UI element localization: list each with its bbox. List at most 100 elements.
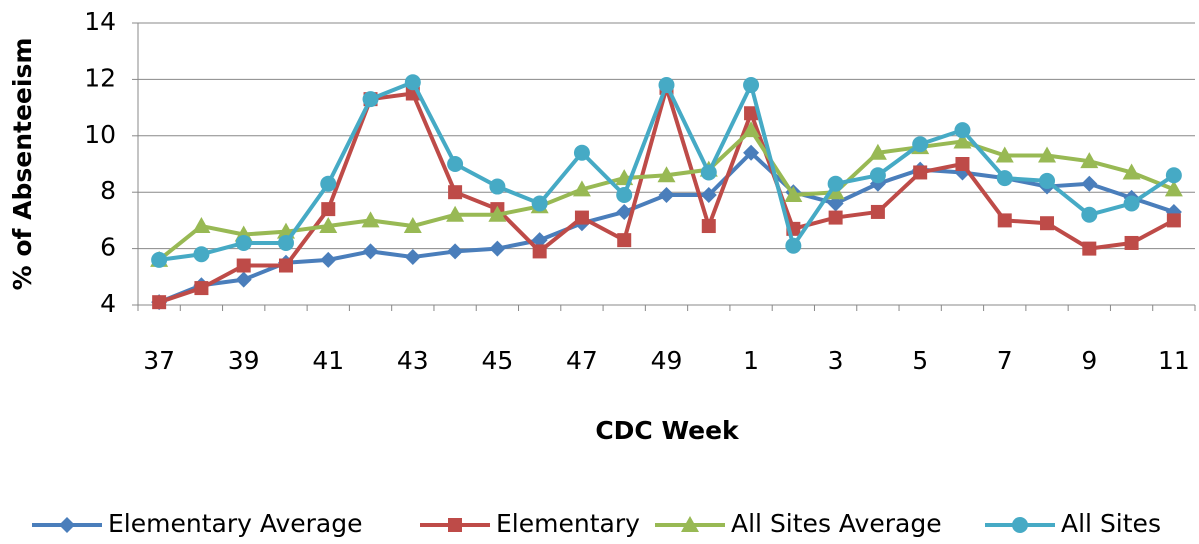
data-point (701, 219, 716, 234)
x-tick-label: 47 (566, 346, 598, 375)
data-point (404, 74, 421, 91)
data-point (235, 271, 252, 288)
legend-marker (1012, 517, 1028, 533)
x-axis-title: CDC Week (595, 416, 740, 445)
data-point (827, 195, 844, 212)
data-point (1122, 163, 1141, 180)
x-tick-label: 45 (481, 346, 513, 375)
legend-label: All Sites Average (731, 509, 942, 538)
data-point (868, 143, 887, 160)
data-point (572, 180, 591, 197)
data-point (1081, 175, 1098, 192)
data-point (700, 187, 717, 204)
data-point (235, 234, 252, 251)
data-point (870, 204, 885, 219)
data-point (532, 244, 547, 259)
data-point (194, 281, 209, 296)
data-point (193, 246, 210, 263)
data-point (573, 144, 590, 161)
data-point (151, 251, 168, 268)
x-tick-label: 49 (651, 346, 683, 375)
x-tick-label: 37 (143, 346, 175, 375)
legend-marker (681, 516, 699, 532)
data-point (1124, 235, 1139, 250)
data-point (869, 167, 886, 184)
data-point (827, 175, 844, 192)
x-tick-label: 5 (912, 346, 928, 375)
data-point (1164, 180, 1183, 197)
data-point (617, 233, 632, 248)
x-tick-label: 11 (1158, 346, 1190, 375)
legend-label: Elementary Average (108, 509, 363, 538)
data-point (912, 136, 929, 153)
data-point (1166, 213, 1181, 228)
data-point (446, 205, 465, 222)
data-point (447, 243, 464, 260)
data-point (278, 258, 293, 273)
data-point (700, 164, 717, 181)
data-point (489, 178, 506, 195)
data-point (1165, 167, 1182, 184)
data-point (995, 146, 1014, 163)
y-tick-label: 4 (100, 289, 116, 318)
data-point (574, 210, 589, 225)
data-point (743, 77, 760, 94)
data-point (448, 185, 463, 200)
x-tick-label: 1 (743, 346, 759, 375)
data-point (320, 175, 337, 192)
data-point (616, 203, 633, 220)
y-tick-label: 6 (100, 233, 116, 262)
data-point (784, 186, 803, 203)
data-point (320, 251, 337, 268)
x-tick-label: 43 (397, 346, 429, 375)
data-point (321, 202, 336, 217)
data-point (192, 217, 211, 234)
data-point (743, 144, 760, 161)
data-point (277, 234, 294, 251)
data-point (531, 232, 548, 249)
legend-marker (59, 517, 75, 533)
data-point (996, 170, 1013, 187)
data-point (658, 77, 675, 94)
data-point (489, 240, 506, 257)
data-point (1082, 241, 1097, 256)
data-point (488, 205, 507, 222)
data-point (404, 249, 421, 266)
data-point (657, 166, 676, 183)
data-point (152, 295, 167, 310)
data-point (1080, 152, 1099, 169)
data-point (403, 217, 422, 234)
legend-marker (448, 518, 462, 532)
y-tick-label: 12 (84, 63, 116, 92)
data-point (828, 210, 843, 225)
data-point (742, 121, 761, 138)
data-point (953, 132, 972, 149)
data-point (785, 237, 802, 254)
x-tick-label: 7 (997, 346, 1013, 375)
data-point (1123, 195, 1140, 212)
x-tick-label: 3 (828, 346, 844, 375)
y-axis-title: % of Absenteeism (8, 38, 37, 291)
y-tick-label: 10 (84, 120, 116, 149)
data-point (531, 195, 548, 212)
data-point (361, 211, 380, 228)
data-point (1040, 216, 1055, 231)
x-tick-label: 41 (312, 346, 344, 375)
legend-label: All Sites (1061, 509, 1161, 538)
data-point (1081, 206, 1098, 223)
data-point (447, 156, 464, 172)
data-point (954, 122, 971, 139)
data-point (319, 217, 338, 234)
data-point (362, 243, 379, 260)
data-point (362, 91, 379, 108)
data-point (913, 165, 928, 180)
data-point (616, 187, 633, 204)
x-tick-label: 9 (1081, 346, 1097, 375)
x-tick-label: 39 (228, 346, 260, 375)
y-tick-label: 8 (100, 176, 116, 205)
y-tick-label: 14 (84, 7, 116, 36)
data-point (955, 157, 970, 171)
data-point (658, 187, 675, 204)
data-point (236, 258, 251, 273)
